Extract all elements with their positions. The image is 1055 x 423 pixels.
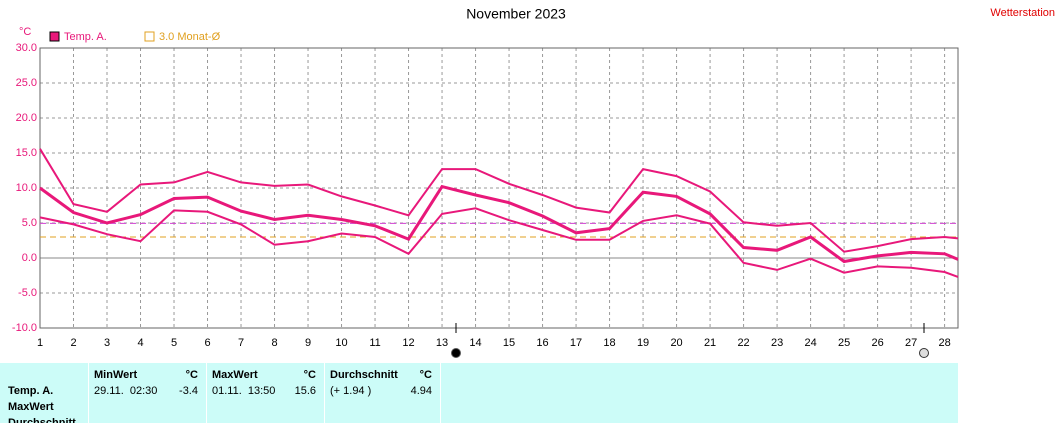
x-tick-label: 1 <box>37 337 43 349</box>
chart: November 2023 Wetterstation °C -10.0 -5.0… <box>12 6 1055 358</box>
x-tick-label: 2 <box>70 337 76 349</box>
moon-icon <box>919 348 929 358</box>
x-tick-label: 9 <box>305 337 311 349</box>
x-tick-label: 11 <box>369 337 380 349</box>
moon-icon <box>451 348 461 358</box>
table-text: Durchschnitt <box>330 369 398 381</box>
table-text: °C <box>303 369 316 381</box>
x-tick-label: 24 <box>804 337 816 349</box>
table-text: 4.94 <box>410 385 432 397</box>
x-tick-label: 6 <box>204 337 210 349</box>
x-tick-label: 3 <box>104 337 110 349</box>
x-tick-label: 23 <box>771 337 783 349</box>
plot: -10.0-5.00.05.010.015.020.025.030.01 2 3 4 5… <box>12 31 959 349</box>
series-line <box>39 184 959 264</box>
y-axis-label: °C <box>19 26 31 38</box>
y-tick-label: 10.0 <box>16 182 37 194</box>
series-line <box>39 207 959 278</box>
y-tick-label: -5.0 <box>18 287 37 299</box>
series-line <box>39 148 959 253</box>
x-tick-label: 12 <box>402 337 414 349</box>
x-tick-label: 13 <box>436 337 448 349</box>
table-text: (+ 1.94 ) <box>330 385 372 397</box>
legend-swatch <box>144 31 155 42</box>
x-tick-label: 10 <box>335 337 347 349</box>
table-text: MaxWert <box>212 369 258 381</box>
table-text: MinWert <box>94 369 138 381</box>
chart-title: November 2023 <box>466 6 566 22</box>
x-tick-label: 15 <box>503 337 515 349</box>
y-tick-label: -10.0 <box>12 322 37 334</box>
x-tick-label: 19 <box>637 337 649 349</box>
x-tick-label: 18 <box>603 337 615 349</box>
x-tick-label: 28 <box>938 337 950 349</box>
table-text: Temp. A. <box>8 385 54 397</box>
x-tick-label: 22 <box>737 337 749 349</box>
x-tick-label: 17 <box>570 337 582 349</box>
table-text: MaxWert <box>8 401 54 413</box>
corner-label: Wetterstation <box>990 7 1055 19</box>
legend-label: 3.0 Monat-Ø <box>159 31 221 43</box>
x-tick-label: 14 <box>469 337 481 349</box>
y-tick-label: 25.0 <box>16 77 37 89</box>
table-text: 29.11. 02:30 <box>94 385 158 397</box>
x-tick-label: 7 <box>238 337 244 349</box>
table-text: Durchschnitt <box>8 417 76 423</box>
y-tick-label: 0.0 <box>22 252 37 264</box>
table-text: °C <box>185 369 198 381</box>
table-text: -3.4 <box>179 385 198 397</box>
column-separator <box>440 363 441 423</box>
column-separator <box>88 363 89 423</box>
x-tick-label: 20 <box>670 337 682 349</box>
table-text: 15.6 <box>294 385 316 397</box>
x-tick-label: 26 <box>871 337 883 349</box>
y-tick-label: 30.0 <box>16 42 37 54</box>
x-tick-label: 16 <box>536 337 548 349</box>
table-text: °C <box>419 369 432 381</box>
table-text: 01.11. 13:50 <box>212 385 276 397</box>
x-tick-label: 5 <box>171 337 177 349</box>
x-tick-label: 8 <box>271 337 277 349</box>
x-tick-label: 25 <box>838 337 850 349</box>
y-tick-label: 5.0 <box>22 217 37 229</box>
y-tick-label: 15.0 <box>16 147 37 159</box>
column-separator <box>206 363 207 423</box>
legend-swatch <box>49 31 60 42</box>
legend-label: Temp. A. <box>64 31 107 43</box>
x-tick-label: 27 <box>905 337 917 349</box>
x-tick-label: 21 <box>704 337 716 349</box>
y-tick-label: 20.0 <box>16 112 37 124</box>
x-tick-label: 4 <box>137 337 143 349</box>
stats-table: Temp. A. MaxWert Durchschnitt MinWert °C 29.1… <box>0 363 958 423</box>
column-separator <box>324 363 325 423</box>
